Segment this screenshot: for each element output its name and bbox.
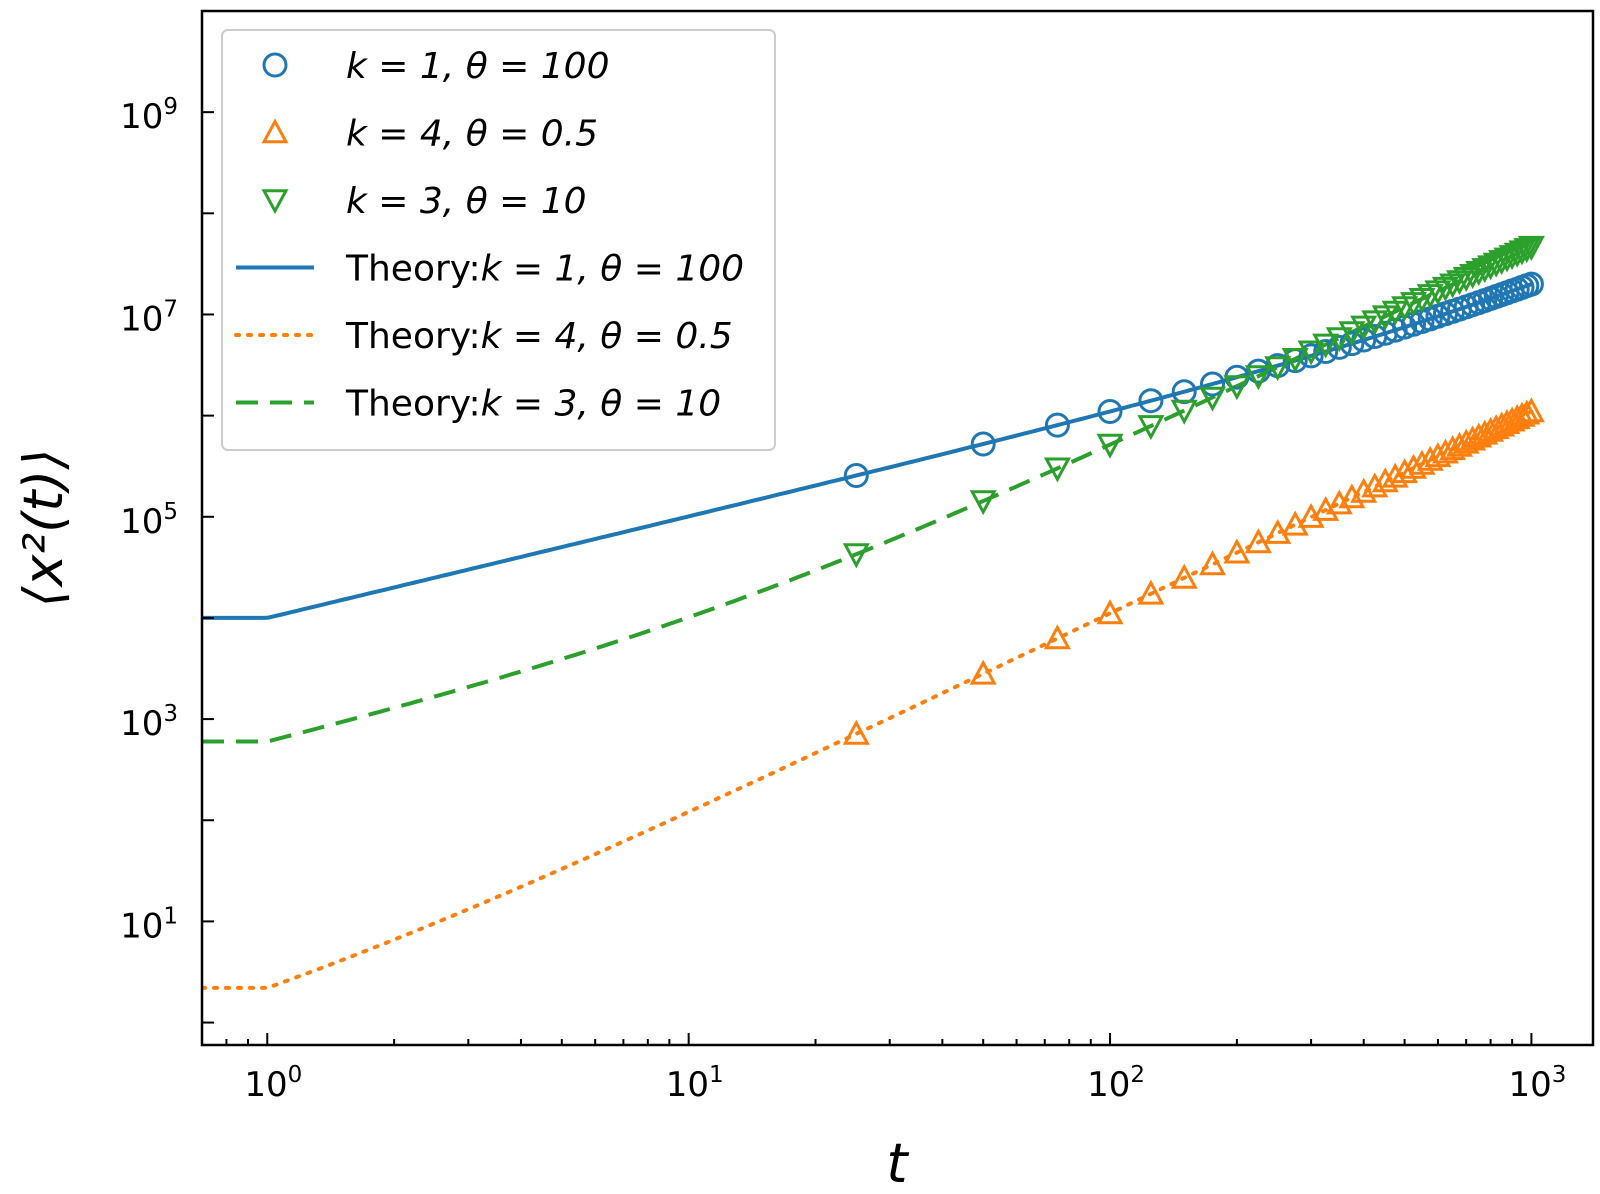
legend-entry-2: k = 4, θ = 0.5 [261,114,598,155]
legend-entry-4: Theory:k = 1, θ = 100 [236,249,744,290]
data-point [1488,250,1516,276]
tick-labels: 100 101 102 103 101 103 105 107 109 [120,94,1566,1105]
data-point [969,659,997,685]
data-point [1223,375,1251,401]
marker-series-3 [842,235,1545,569]
x-tick-label: 100 [244,1062,302,1105]
data-point [1281,348,1309,373]
legend-entry-1: k = 1, θ = 100 [262,46,609,87]
data-point [1439,273,1467,299]
legend-box [221,29,776,451]
data-point [970,431,996,457]
data-point [1223,538,1251,564]
data-point [1518,271,1544,297]
data-point [1312,333,1340,359]
data-point [842,719,870,745]
data-point [1096,433,1124,459]
theory-line-2 [202,409,1534,990]
data-point [1326,334,1352,360]
data-point [1493,247,1521,273]
legend-label: Theory:k = 1, θ = 100 [345,249,744,290]
plot-area [202,235,1545,990]
x-tick-label: 103 [1508,1062,1566,1105]
y-tick-label: 105 [120,499,178,542]
x-axis-label: t [886,1132,909,1194]
data-point [1513,238,1541,264]
data-point [843,463,869,488]
legend-label: Theory:k = 3, θ = 10 [345,384,721,425]
data-point [969,490,997,516]
data-point [1452,267,1480,293]
legend-marker [262,52,288,78]
data-point [1431,276,1459,302]
data-point [1465,261,1493,287]
data-point [1350,315,1378,341]
data-point [1298,343,1324,369]
data-point [1371,467,1399,493]
y-tick-label: 107 [120,296,178,339]
data-point [1338,321,1366,347]
legend-label: k = 1, θ = 100 [346,46,609,87]
data-point [1138,388,1164,414]
data-point [1381,462,1409,488]
legend-entry-3: k = 3, θ = 10 [261,181,587,222]
data-point [1198,550,1227,576]
marker-series-2 [842,397,1545,745]
legend-label: Theory:k = 4, θ = 0.5 [345,316,733,357]
legend-label: k = 4, θ = 0.5 [346,114,598,155]
data-point [1244,365,1272,391]
x-tick-label: 102 [1087,1062,1145,1105]
data-point [1170,563,1198,589]
data-point [1170,399,1198,425]
y-axis-label: ⟨x²(t)⟩ [12,448,75,607]
data-point [1313,339,1339,364]
data-point [1459,264,1487,289]
data-point [1482,252,1510,278]
data-point [1096,599,1124,625]
data-point [1361,310,1389,336]
data-point [1465,422,1493,448]
data-point [1361,472,1389,498]
data-point [1471,258,1499,284]
axis-ticks [201,10,1533,1045]
data-point [1350,477,1378,503]
data-point [1043,457,1071,483]
y-tick-label: 103 [120,701,178,744]
data-point [1043,624,1071,650]
data-point [1517,235,1545,261]
legend: k = 1, θ = 100 k = 4, θ = 0.5 k = 3, θ = 1… [221,29,776,451]
data-point [1297,340,1325,366]
marker-series-1 [843,271,1544,488]
y-tick-label: 101 [120,903,178,946]
legend-marker [261,189,289,215]
legend-label: k = 3, θ = 10 [346,181,587,222]
y-tick-label: 109 [120,94,178,137]
data-point [1200,371,1225,397]
legend-marker [261,118,289,144]
data-point [1198,386,1227,412]
data-point [1517,397,1545,423]
data-point [1097,399,1123,424]
axes-frame [200,9,1595,1047]
data-point [1477,255,1505,281]
x-tick-label: 101 [666,1062,724,1105]
data-point [1264,518,1292,544]
data-point [1325,327,1353,353]
data-point [1137,579,1165,605]
data-point [1459,425,1487,451]
data-point [842,543,870,569]
data-point [1244,528,1272,554]
data-point [1264,356,1292,382]
legend-entry-6: Theory:k = 3, θ = 10 [236,384,721,425]
data-point [1391,458,1419,484]
legend-entry-5: Theory:k = 4, θ = 0.5 [234,316,733,357]
data-point [1338,483,1366,509]
theory-line-3 [202,244,1533,744]
data-point [1508,401,1536,427]
data-point [1137,415,1165,441]
data-point [1513,399,1541,425]
data-point [1445,270,1474,296]
data-point [1044,412,1070,438]
